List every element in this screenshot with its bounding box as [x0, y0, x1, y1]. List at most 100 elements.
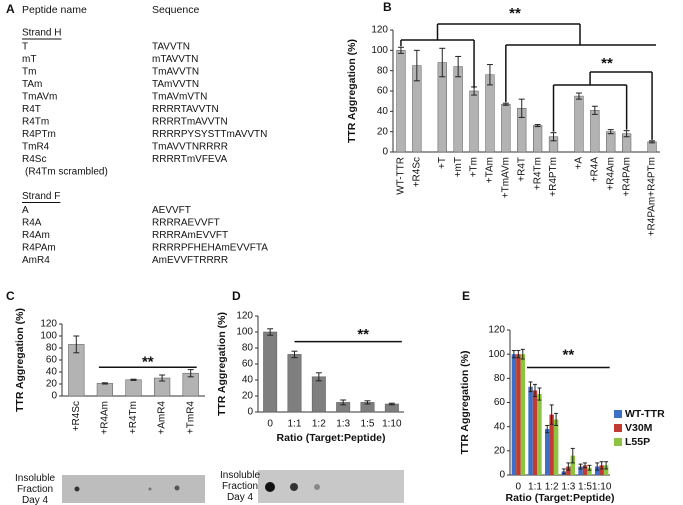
bar — [587, 467, 592, 475]
legend-swatch — [614, 424, 622, 432]
panel-label: A — [6, 2, 15, 16]
bar — [590, 110, 600, 153]
y-axis-label: TTR Aggregation (%) — [14, 308, 26, 412]
x-tick-label: +R4Sc — [411, 157, 422, 187]
error-bar — [561, 468, 566, 475]
bar — [549, 414, 554, 475]
blot-dot — [74, 486, 80, 492]
error-bar — [545, 424, 550, 434]
y-tick-label: 60 — [377, 86, 389, 97]
x-tick-label: 1:5 — [361, 419, 375, 430]
legend-label: WT-TTR — [625, 408, 665, 420]
x-tick-label: +R4Tm — [532, 157, 543, 190]
peptide-name: Tm — [22, 67, 36, 78]
error-bar — [587, 464, 592, 471]
y-tick-label: 20 — [242, 391, 254, 402]
bar — [566, 466, 571, 475]
error-bar — [554, 412, 559, 426]
x-tick-label: +R4A — [589, 157, 600, 183]
y-tick-label: 20 — [494, 445, 506, 456]
peptide-sequence: RRRRTmAVVTN — [152, 117, 228, 128]
bar — [533, 125, 543, 153]
error-bar — [267, 328, 274, 336]
significance-label: ** — [601, 55, 613, 72]
x-tick-label: +T — [437, 157, 448, 169]
blot-label: Insoluble Fraction Day 4 — [220, 470, 260, 503]
section-title: Strand F — [22, 191, 60, 202]
bar — [603, 465, 609, 475]
error-bar — [315, 372, 322, 382]
peptide-name: R4Tm — [22, 117, 49, 128]
y-tick-label: 80 — [46, 343, 58, 354]
error-bar — [73, 335, 80, 354]
error-bar — [511, 350, 516, 359]
error-bar — [455, 55, 462, 78]
error-bar — [570, 447, 575, 464]
bar — [311, 376, 326, 413]
y-tick-label: 100 — [488, 349, 505, 360]
y-tick-label: 0 — [382, 147, 388, 158]
peptide-sequence: TmAVVTNRRRR — [152, 142, 228, 153]
bar — [516, 354, 521, 475]
peptide-sequence: RRRRTmVFEVA — [152, 154, 228, 165]
blot-dot — [290, 483, 298, 491]
x-tick-label: +mT — [453, 157, 464, 177]
bar — [595, 466, 600, 475]
x-tick-label: 0 — [267, 419, 273, 430]
peptide-name: T — [22, 42, 28, 53]
error-bar — [340, 399, 347, 406]
x-tick-label: +R4PAm+R4PTm — [647, 157, 658, 236]
error-bar — [583, 462, 587, 469]
y-tick-label: 60 — [46, 355, 58, 366]
peptide-sequence: RRRRAmEVVFT — [152, 230, 228, 241]
x-tick-label: +Tm — [469, 157, 480, 177]
y-tick-label: 60 — [494, 397, 506, 408]
bar — [528, 386, 533, 475]
blot-d — [258, 470, 404, 503]
x-tick-label: +TAm — [485, 157, 496, 183]
peptide-sequence: TmAVVTN — [152, 67, 199, 78]
y-axis-label: TTR Aggregation (%) — [346, 39, 358, 143]
peptide-sequence: TAmVVTN — [152, 79, 199, 90]
significance-label: ** — [357, 326, 369, 343]
x-tick-label: +AmR4 — [157, 401, 168, 435]
y-tick-label: 100 — [371, 45, 388, 56]
peptide-sequence: AEVVFT — [152, 205, 191, 216]
bar — [125, 379, 142, 397]
x-tick-label: +R4PTm — [548, 157, 559, 197]
x-tick-label: WT-TTR — [396, 157, 407, 195]
significance-label: ** — [509, 5, 521, 22]
panel-label: B — [383, 0, 392, 14]
bar — [537, 394, 542, 475]
error-bar — [413, 49, 420, 82]
peptide-name: AmR4 — [22, 255, 50, 266]
y-tick-label: 120 — [371, 25, 388, 36]
error-bar — [101, 382, 108, 385]
peptide-name: A — [22, 205, 29, 216]
error-bar — [187, 369, 194, 378]
y-tick-label: 120 — [488, 325, 505, 336]
bar — [599, 465, 604, 475]
x-tick-label: 1:1 — [288, 419, 302, 430]
x-tick-label: +R4Am — [100, 401, 111, 435]
x-axis-label: Ratio (Target:Peptide) — [277, 432, 386, 444]
x-tick-label: 1:3 — [561, 482, 575, 493]
peptide-name: TAm — [22, 79, 42, 90]
bar — [647, 141, 657, 153]
peptide-sequence: TAVVTN — [152, 42, 190, 53]
x-tick-label: 1:10 — [382, 419, 402, 430]
x-tick-label: 1:1 — [528, 482, 542, 493]
x-tick-label: +R4PAm — [621, 157, 632, 197]
bar — [287, 354, 302, 413]
section-title: Strand H — [22, 28, 61, 39]
error-bar — [130, 378, 137, 381]
error-bar — [533, 383, 537, 397]
y-tick-label: 20 — [377, 126, 389, 137]
x-tick-label: +R4Am — [605, 157, 616, 191]
bar — [263, 331, 278, 413]
peptide-sequence: TmAVmVTN — [152, 92, 207, 103]
legend-swatch — [614, 438, 622, 446]
y-tick-label: 40 — [242, 375, 254, 386]
peptide-sequence: RRRRTAVVTN — [152, 104, 219, 115]
